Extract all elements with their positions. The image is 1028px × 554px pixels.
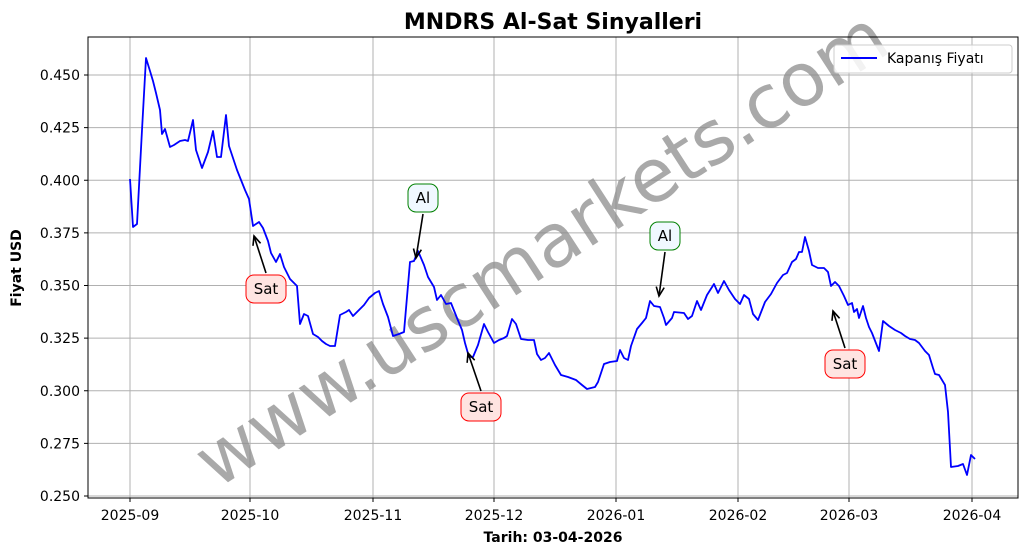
price-line-series [129,57,976,476]
arrow-icon [253,235,267,274]
x-axis-label: Tarih: 03-04-2026 [484,530,623,546]
x-tick-label: 2025-11 [344,508,403,524]
y-tick-label: 0.325 [40,331,80,347]
x-tick-label: 2025-09 [101,508,160,524]
signal-label: Al [416,189,430,207]
x-tick-label: 2025-12 [465,508,524,524]
signal-badge [407,183,439,213]
signal-badge [460,392,502,422]
x-axis-ticks: 2025-09 2025-10 2025-11 2025-12 2026-01 2026-… [101,498,1002,524]
signal-label: Sat [833,355,858,373]
y-tick-label: 0.400 [40,173,80,189]
arrowhead-icon [466,351,476,363]
y-tick-label: 0.450 [40,68,80,84]
arrow-icon [658,251,666,297]
chart-title: MNDRS Al-Sat Sinyalleri [404,10,702,35]
signal-label: Sat [254,280,279,298]
arrow-icon [415,213,424,259]
grid-lines [88,37,1018,498]
y-axis-ticks: 0.250 0.275 0.300 0.325 0.350 0.375 0.400 0.425… [40,68,88,505]
arrow-icon [832,310,846,349]
y-tick-label: 0.300 [40,384,80,400]
x-tick-label: 2026-04 [943,508,1002,524]
arrow-icon [467,352,482,392]
sell-signal-annotation: Sat [824,309,866,379]
buy-signal-annotation: Al [407,183,439,260]
watermark: www.uscmarkets.com [179,0,903,505]
arrowhead-icon [252,234,262,246]
signal-label: Al [658,227,672,245]
signal-label: Sat [469,398,494,416]
buy-signal-annotation: Al [649,221,681,298]
svg-text:www.uscmarkets.com: www.uscmarkets.com [179,0,903,505]
y-tick-label: 0.250 [40,489,80,505]
signal-annotations: Sat Al Sat Al Sat [245,183,866,422]
plot-frame [87,36,1019,499]
x-tick-label: 2026-01 [587,508,646,524]
arrowhead-icon [655,286,665,298]
legend-label: Kapanış Fiyatı [887,51,984,67]
signal-badge [824,349,866,379]
signal-badge [649,221,681,251]
sell-signal-annotation: Sat [460,351,502,422]
y-tick-label: 0.350 [40,279,80,295]
x-tick-label: 2025-10 [221,508,280,524]
arrowhead-icon [831,309,841,321]
sell-signal-annotation: Sat [245,234,287,304]
y-tick-label: 0.375 [40,226,80,242]
legend-box [833,44,1013,74]
y-tick-label: 0.425 [40,121,80,137]
x-tick-label: 2026-02 [709,508,768,524]
x-tick-label: 2026-03 [820,508,879,524]
arrowhead-icon [412,248,423,260]
y-axis-label: Fiyat USD [9,229,25,307]
y-tick-label: 0.275 [40,436,80,452]
signal-badge [245,274,287,304]
legend: Kapanış Fiyatı [833,44,1013,74]
